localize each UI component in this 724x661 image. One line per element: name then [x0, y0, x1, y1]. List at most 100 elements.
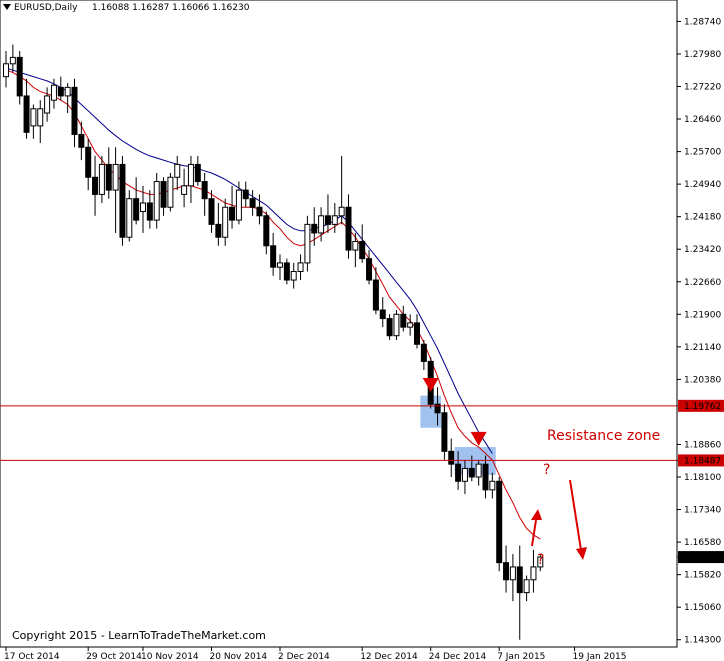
candle-body-bear — [194, 163, 201, 183]
price-tick-label: 1.18100 — [684, 473, 721, 483]
candle — [194, 155, 201, 186]
candle — [229, 185, 236, 229]
candle-body-bear — [215, 223, 222, 238]
candle-body-bull — [530, 566, 537, 581]
candle — [50, 78, 57, 109]
candle-body-bear — [324, 215, 331, 225]
candle-body-bull — [523, 579, 530, 594]
candle-body-bull — [331, 215, 338, 225]
question-mark-lower: ? — [537, 552, 544, 568]
price-tick-label: 1.20380 — [684, 375, 721, 385]
resistance-highlight-box — [420, 395, 441, 428]
candle-body-bull — [277, 262, 283, 268]
candle — [242, 181, 249, 208]
question-mark-upper: ? — [543, 462, 550, 478]
candle — [249, 190, 256, 216]
candle-body-bear — [23, 95, 30, 133]
candle — [414, 314, 420, 349]
candle-body-bear — [468, 467, 475, 478]
candles — [3, 44, 544, 640]
candle — [112, 147, 119, 233]
candle-body-bear — [270, 245, 277, 268]
up-arrow-icon — [531, 509, 542, 547]
current-price-tag — [678, 551, 724, 564]
candle-body-bear — [229, 206, 236, 221]
candle-body-bear — [160, 181, 167, 208]
candle-body-bear — [359, 241, 366, 260]
candle — [92, 155, 99, 216]
resistance-price-tag — [678, 399, 724, 412]
fast-moving-average-line — [5, 69, 541, 540]
candle — [133, 177, 140, 225]
candle — [126, 190, 133, 242]
price-axis: 1.28740 1.27980 1.27220 1.26460 1.25700 1.249… — [677, 17, 724, 646]
candle-body-bear — [386, 318, 393, 337]
candle-body-bull — [9, 56, 16, 65]
candle — [420, 339, 427, 370]
candle — [37, 100, 44, 144]
time-tick-label: 7 Jan 2015 — [497, 652, 545, 661]
candle — [44, 87, 51, 122]
candle — [461, 459, 468, 495]
candle — [386, 314, 393, 340]
candle-body-bull — [64, 86, 71, 97]
down-triangle-marker-icon — [422, 377, 439, 392]
candle-body-bear — [249, 198, 256, 208]
candle — [215, 202, 222, 246]
candle — [475, 459, 482, 486]
candle-body-bull — [338, 206, 345, 217]
resistance-price-tag — [678, 454, 724, 467]
candle — [30, 104, 37, 139]
down-markers — [422, 377, 487, 446]
candle — [3, 50, 9, 88]
candle-body-bear — [366, 258, 373, 281]
candle-body-bear — [420, 343, 427, 362]
candle-body-bear — [242, 189, 249, 200]
copyright-text: Copyright 2015 - LearnToTradeTheMarket.c… — [12, 629, 266, 642]
candle-body-bear — [434, 403, 441, 414]
time-tick-label: 24 Dec 2014 — [429, 652, 487, 661]
candle-body-bear — [283, 262, 290, 281]
candle — [338, 155, 345, 225]
candle-body-bull — [112, 163, 119, 191]
resistance-zone-label: Resistance zone — [547, 428, 660, 444]
slow-moving-average-line — [5, 67, 493, 454]
candle — [359, 224, 366, 263]
candle — [407, 314, 414, 336]
candle-body-bear — [379, 309, 386, 320]
candle — [23, 78, 30, 139]
candle — [379, 297, 386, 328]
candle — [270, 232, 277, 276]
down-triangle-marker-icon — [470, 431, 487, 446]
candle-body-bear — [78, 133, 85, 148]
candle — [482, 455, 489, 499]
candle-body-bull — [181, 185, 188, 195]
candle-body-bull — [290, 270, 297, 281]
candle-body-bull — [222, 206, 229, 238]
time-tick-label: 17 Oct 2014 — [4, 652, 60, 661]
candle-body-bull — [318, 215, 325, 234]
moving-averages — [5, 67, 541, 540]
candle-body-bull — [30, 108, 37, 127]
candle — [290, 262, 297, 289]
price-tick-label: 1.21140 — [684, 343, 721, 353]
resistance-highlight-box — [454, 447, 496, 475]
candle-body-bull — [167, 176, 174, 208]
candle-body-bull — [50, 84, 57, 101]
candle — [78, 121, 85, 161]
candle-body-bear — [256, 206, 263, 217]
candle-body-bear — [146, 202, 153, 221]
candle — [201, 172, 208, 216]
chart-menu-triangle-icon[interactable] — [3, 4, 11, 10]
candle-body-bear — [311, 223, 318, 234]
candle-body-bull — [537, 556, 544, 568]
candle-body-bull — [98, 163, 105, 195]
price-tick-label: 1.22660 — [684, 278, 721, 288]
candle — [366, 250, 373, 285]
time-tick-label: 2 Dec 2014 — [278, 652, 330, 661]
candle-body-bear — [482, 463, 489, 491]
candle — [455, 451, 462, 490]
time-tick-label: 12 Dec 2014 — [360, 652, 418, 661]
candle — [489, 472, 496, 499]
candle-body-bear — [448, 450, 455, 465]
